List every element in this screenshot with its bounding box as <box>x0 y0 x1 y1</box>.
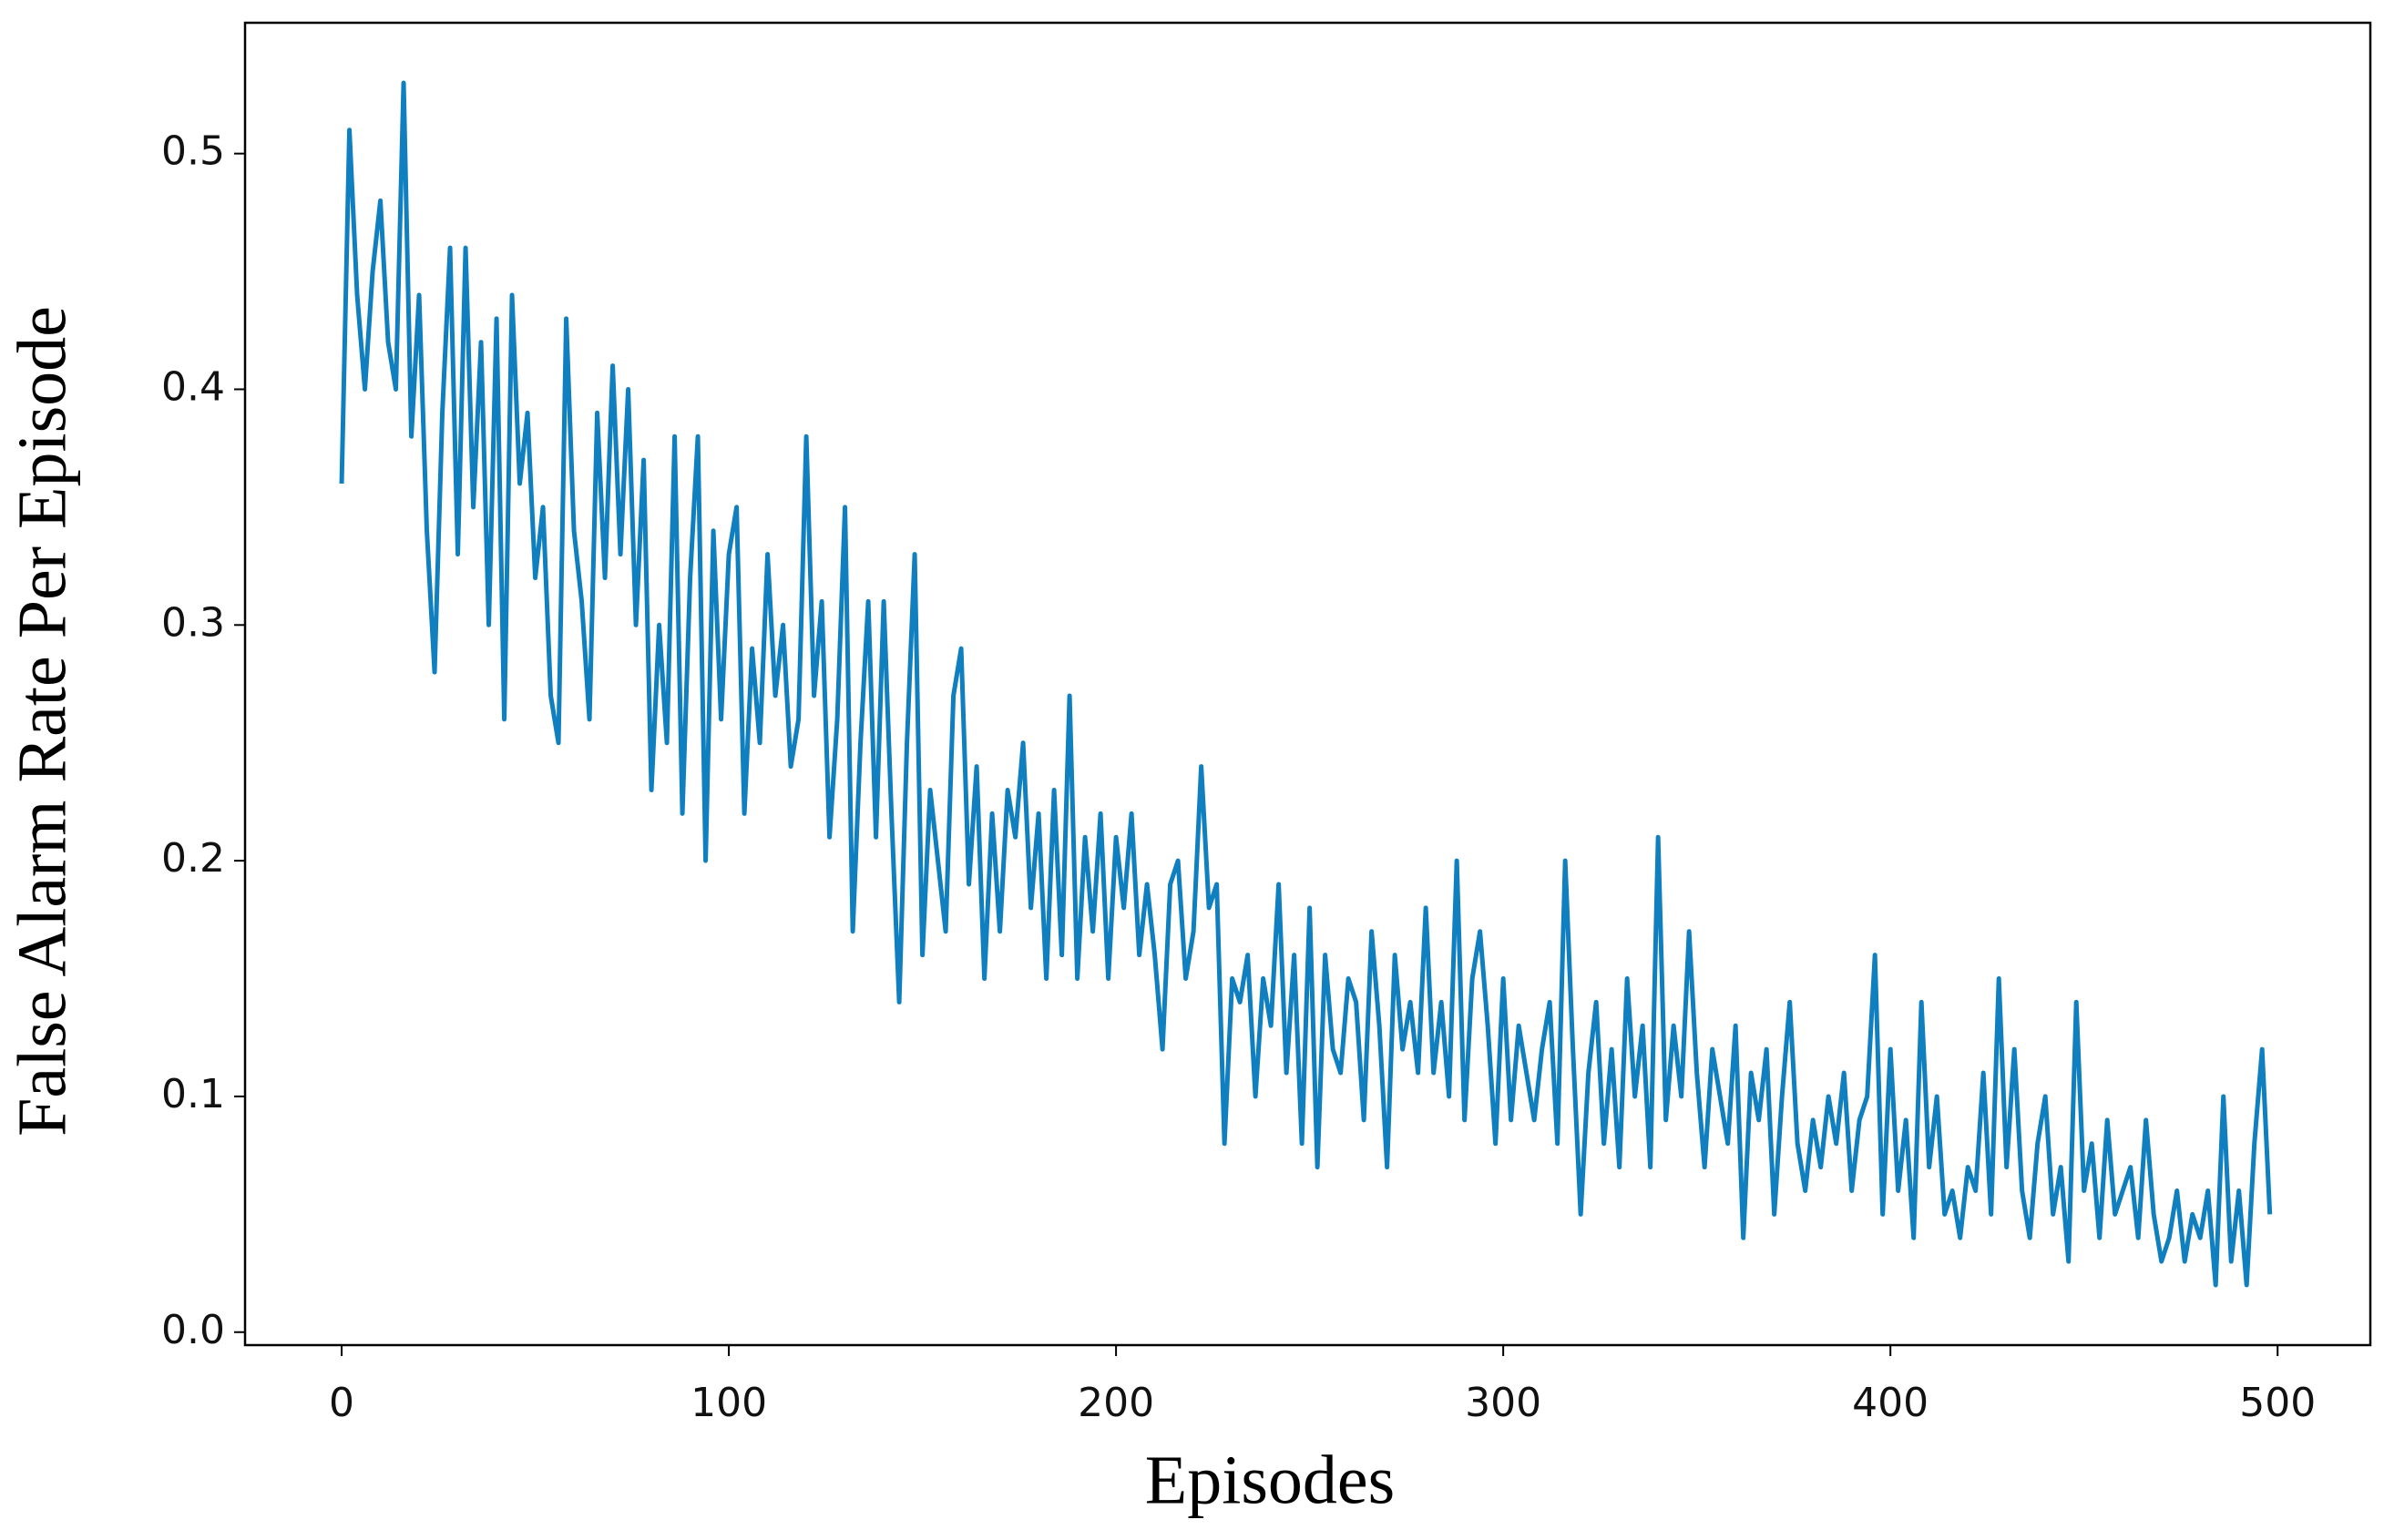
y-tick-label: 0.4 <box>161 363 225 410</box>
x-tick-label: 300 <box>1465 1380 1541 1426</box>
y-tick-label: 0.5 <box>161 128 225 175</box>
x-axis-label: Episodes <box>1145 1442 1395 1518</box>
x-tick-label: 200 <box>1078 1380 1154 1426</box>
y-tick-label: 0.1 <box>161 1071 225 1117</box>
y-tick-label: 0.2 <box>161 835 225 882</box>
y-axis-label: False Alarm Rate Per Episode <box>4 306 80 1137</box>
y-tick-label: 0.3 <box>161 599 225 646</box>
y-tick-label: 0.0 <box>161 1307 225 1353</box>
x-tick-label: 500 <box>2239 1380 2316 1426</box>
x-tick-label: 0 <box>329 1380 354 1426</box>
plot-frame <box>243 21 2372 1347</box>
data-line <box>339 80 2273 1288</box>
x-tick-label: 100 <box>691 1380 767 1426</box>
x-tick-label: 400 <box>1852 1380 1929 1426</box>
